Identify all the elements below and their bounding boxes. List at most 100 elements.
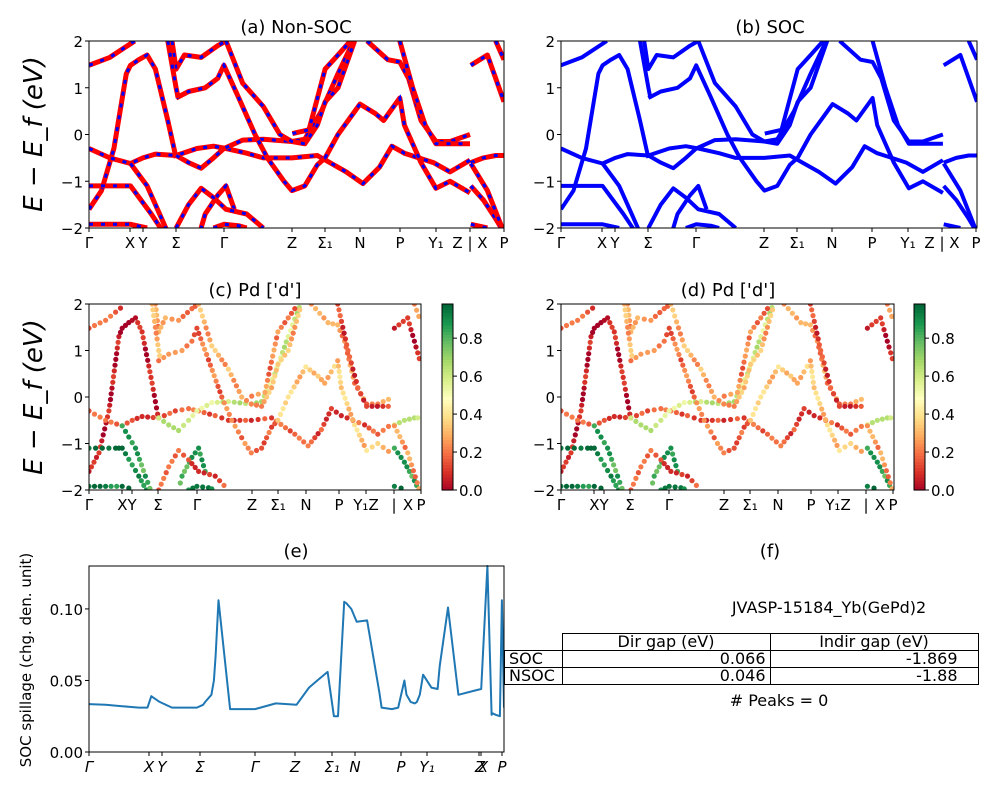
projection-point — [579, 402, 585, 408]
band-line-soc — [561, 53, 651, 211]
projection-point — [89, 468, 92, 474]
projection-point — [654, 468, 660, 474]
projection-point — [575, 417, 581, 423]
y-tick-label: 2 — [545, 33, 555, 51]
projection-point — [311, 370, 317, 376]
projection-point — [285, 347, 291, 354]
projection-point — [611, 329, 617, 335]
colorbar-tick-label: 0.0 — [459, 482, 483, 500]
projection-point — [385, 403, 391, 409]
colorbar-segment — [442, 393, 453, 398]
projection-point — [807, 322, 814, 328]
projection-point — [126, 485, 132, 490]
x-tick-label: Z — [474, 758, 486, 776]
gap-table: Dir gap (eV) Indir gap (eV) SOC 0.066 -1… — [504, 633, 979, 685]
projection-point — [628, 487, 634, 490]
projection-point — [189, 461, 195, 467]
projection-point — [181, 422, 187, 428]
band-line-soc — [696, 41, 830, 146]
projection-point — [211, 373, 217, 379]
projection-point — [595, 451, 601, 457]
projection-point — [754, 344, 760, 350]
projection-point — [864, 445, 871, 451]
colorbar-segment — [914, 313, 925, 317]
projection-point — [196, 304, 202, 307]
projection-point — [253, 402, 260, 408]
x-tick-label: Σ — [625, 496, 634, 514]
projection-point — [775, 364, 782, 370]
projection-point — [687, 399, 693, 405]
projection-point — [833, 397, 840, 403]
projection-point — [586, 351, 592, 357]
projection-point — [738, 371, 745, 377]
colorbar-segment — [914, 443, 925, 448]
projection-point — [405, 315, 411, 321]
x-tick-label: P — [806, 496, 815, 514]
projection-point — [129, 440, 135, 446]
projection-point — [611, 462, 617, 468]
colorbar-segment — [914, 341, 925, 345]
projection-point — [150, 414, 156, 421]
projection-point — [103, 317, 109, 323]
projection-point — [115, 339, 121, 345]
projection-point — [630, 324, 636, 330]
y-tick-label: −2 — [61, 220, 83, 238]
projection-point — [836, 403, 843, 409]
projection-point — [668, 468, 674, 474]
band-line-soc — [561, 183, 636, 228]
colorbar-segment — [442, 353, 453, 358]
projection-point — [658, 417, 664, 423]
projection-point — [842, 403, 848, 409]
projection-point — [272, 421, 278, 427]
colorbar-segment — [914, 412, 925, 417]
projection-point — [395, 450, 401, 456]
colorbar-segment — [914, 307, 925, 311]
band-line-soc — [942, 53, 977, 103]
projection-point — [344, 342, 350, 348]
projection-point — [221, 482, 227, 488]
projection-point — [758, 347, 764, 354]
colorbar-segment — [914, 486, 925, 491]
projection-point — [406, 416, 412, 422]
projection-point — [213, 378, 219, 384]
projection-point — [816, 342, 823, 348]
projection-point — [338, 385, 344, 391]
projection-point — [880, 456, 886, 462]
projection-point — [605, 315, 611, 321]
x-tick-label: | — [863, 496, 868, 514]
colorbar-segment — [442, 452, 453, 457]
projection-point — [264, 394, 270, 400]
projection-point — [714, 440, 721, 447]
projection-point — [108, 419, 114, 425]
projection-point — [356, 420, 362, 426]
projection-point — [191, 332, 197, 338]
band-line-soc — [561, 41, 608, 68]
projection-point — [574, 426, 580, 432]
projection-point — [132, 315, 139, 321]
projection-point — [583, 368, 590, 374]
colorbar-segment — [442, 372, 453, 376]
projection-point — [375, 440, 381, 447]
projection-point — [111, 368, 117, 374]
projection-point — [770, 374, 776, 380]
projection-point — [180, 313, 186, 319]
projection-point — [212, 473, 218, 479]
gap-table-header-row: Dir gap (eV) Indir gap (eV) — [505, 633, 979, 651]
projection-point — [239, 394, 245, 400]
projection-point — [366, 425, 372, 431]
x-tick-label: P — [971, 234, 980, 252]
projection-point — [145, 479, 151, 485]
projection-point — [728, 416, 734, 423]
projection-point — [172, 453, 178, 459]
projection-point — [704, 399, 710, 405]
projection-point — [871, 454, 877, 460]
projection-point — [571, 445, 577, 451]
projection-point — [586, 345, 593, 351]
projection-point — [778, 443, 784, 449]
colorbar-segment — [914, 325, 925, 330]
y-tick-label: −2 — [533, 482, 555, 500]
projection-point — [728, 391, 734, 397]
projection-point — [788, 431, 794, 437]
projection-point — [684, 373, 690, 379]
projection-point — [643, 425, 649, 431]
